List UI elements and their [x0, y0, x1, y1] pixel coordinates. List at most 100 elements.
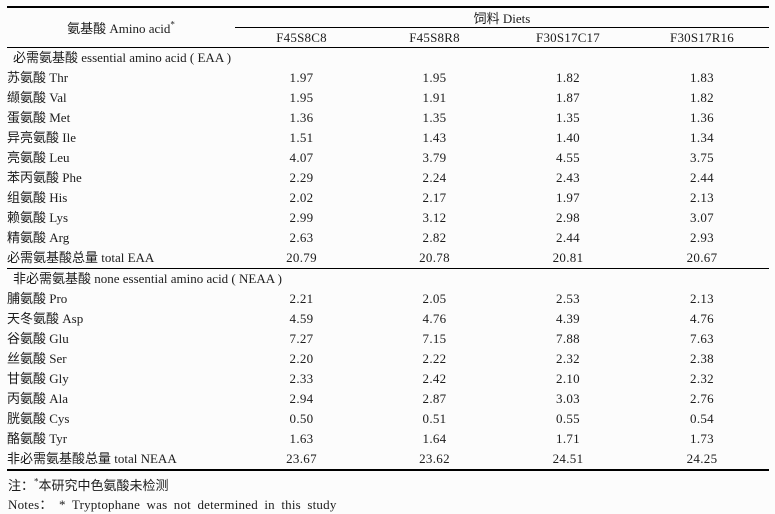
- value-cell: 7.63: [690, 331, 714, 346]
- amino-acid-label: 组氨酸 His: [7, 190, 68, 205]
- amino-acid-label: 酪氨酸 Tyr: [7, 431, 68, 446]
- value-cell: 2.22: [422, 351, 447, 366]
- value-cell: 2.21: [289, 291, 314, 306]
- value-cell: 3.07: [690, 210, 714, 225]
- amino-acid-label: 异亮氨酸 Ile: [7, 130, 76, 145]
- table-row: 组氨酸 His 2.02 2.17 1.97 2.13: [7, 188, 769, 208]
- value-cell: 1.43: [422, 130, 447, 145]
- value-cell: 20.78: [368, 248, 501, 269]
- value-cell: 1.36: [690, 110, 714, 125]
- value-cell: 2.29: [289, 170, 314, 185]
- value-cell: 2.94: [289, 391, 314, 406]
- value-cell: 4.07: [289, 150, 314, 165]
- value-cell: 1.91: [422, 90, 447, 105]
- section-header: 非必需氨基酸 none essential amino acid ( NEAA …: [13, 271, 282, 286]
- value-cell: 1.71: [556, 431, 580, 446]
- table-row: 苯丙氨酸 Phe 2.29 2.24 2.43 2.44: [7, 168, 769, 188]
- table-row: 缬氨酸 Val 1.95 1.91 1.87 1.82: [7, 88, 769, 108]
- table-row: 精氨酸 Arg 2.63 2.82 2.44 2.93: [7, 228, 769, 248]
- notes-block: 注：*本研究中色氨酸未检测 Notes： * Tryptophane was n…: [8, 476, 775, 514]
- amino-acid-label: 苏氨酸 Thr: [7, 70, 69, 85]
- value-cell: 2.17: [422, 190, 447, 205]
- table-row: 亮氨酸 Leu 4.07 3.79 4.55 3.75: [7, 148, 769, 168]
- value-cell: 2.32: [556, 351, 580, 366]
- note-chinese-prefix: 注：: [8, 478, 35, 493]
- value-cell: 2.24: [422, 170, 447, 185]
- asterisk-superscript: *: [170, 19, 175, 30]
- diet-columns-row: F45S8C8 F45S8R8 F30S17C17 F30S17R16: [7, 27, 770, 48]
- amino-acid-label: 苯丙氨酸 Phe: [7, 170, 82, 185]
- table-row: 甘氨酸 Gly 2.33 2.42 2.10 2.32: [7, 369, 769, 389]
- amino-acid-column-header: 氨基酸 Amino acid*: [7, 7, 235, 48]
- value-cell: 2.10: [556, 371, 580, 386]
- table-row: 异亮氨酸 Ile 1.51 1.43 1.40 1.34: [7, 128, 769, 148]
- table-row: 赖氨酸 Lys 2.99 3.12 2.98 3.07: [7, 208, 769, 228]
- value-cell: 1.95: [289, 90, 314, 105]
- table-row: 脯氨酸 Pro 2.21 2.05 2.53 2.13: [7, 289, 769, 309]
- value-cell: 2.33: [289, 371, 314, 386]
- diet-column-header: F45S8C8: [235, 27, 368, 48]
- note-chinese-text: 本研究中色氨酸未检测: [38, 478, 169, 493]
- value-cell: 1.35: [422, 110, 447, 125]
- section-header-row: 非必需氨基酸 none essential amino acid ( NEAA …: [7, 269, 769, 290]
- amino-acid-column-header-text: 氨基酸 Amino acid: [67, 21, 171, 36]
- value-cell: 2.44: [690, 170, 714, 185]
- value-cell: 1.51: [289, 130, 314, 145]
- value-cell: 2.32: [690, 371, 714, 386]
- note-asterisk: *: [34, 476, 39, 487]
- amino-acid-label: 天冬氨酸 Asp: [7, 311, 84, 326]
- value-cell: 23.62: [419, 451, 450, 466]
- value-cell: 1.36: [289, 110, 314, 125]
- value-cell: 1.95: [422, 70, 447, 85]
- table-row: 非必需氨基酸总量 total NEAA 23.67 23.62 24.51 24.25: [7, 449, 769, 470]
- value-cell: 2.05: [422, 291, 447, 306]
- value-cell: 0.54: [690, 411, 714, 426]
- value-cell: 7.88: [556, 331, 580, 346]
- table-row: 丙氨酸 Ala 2.94 2.87 3.03 2.76: [7, 389, 769, 409]
- value-cell: 24.51: [552, 451, 584, 466]
- table-row: 酪氨酸 Tyr 1.63 1.64 1.71 1.73: [7, 429, 769, 449]
- section-header: 必需氨基酸 essential amino acid ( EAA ): [13, 50, 232, 65]
- value-cell: 2.98: [556, 210, 580, 225]
- amino-acid-label: 缬氨酸 Val: [7, 90, 67, 105]
- table-row: 必需氨基酸总量 total EAA 20.79 20.78 20.81 20.67: [7, 248, 770, 269]
- value-cell: 2.76: [690, 391, 714, 406]
- value-cell: 23.67: [286, 451, 317, 466]
- value-cell: 1.64: [422, 431, 447, 446]
- amino-acid-label: 甘氨酸 Gly: [7, 371, 69, 386]
- value-cell: 1.35: [556, 110, 580, 125]
- value-cell: 3.12: [422, 210, 447, 225]
- amino-acid-label: 赖氨酸 Lys: [7, 210, 69, 225]
- value-cell: 2.82: [422, 230, 447, 245]
- value-cell: 7.27: [289, 331, 314, 346]
- amino-acid-label: 精氨酸 Arg: [7, 230, 70, 245]
- value-cell: 4.59: [289, 311, 314, 326]
- table-row: 谷氨酸 Glu 7.27 7.15 7.88 7.63: [7, 329, 769, 349]
- amino-acid-table: 氨基酸 Amino acid* 饲料 Diets F45S8C8 F45S8R8 F…: [7, 6, 770, 471]
- value-cell: 2.44: [556, 230, 580, 245]
- value-cell: 1.63: [289, 431, 314, 446]
- table-row: 苏氨酸 Thr 1.97 1.95 1.82 1.83: [7, 68, 769, 88]
- value-cell: 1.87: [556, 90, 580, 105]
- value-cell: 2.13: [690, 190, 714, 205]
- amino-acid-label: 丝氨酸 Ser: [7, 351, 67, 366]
- note-english: Notes： * Tryptophane was not determined …: [8, 497, 337, 512]
- section-header-row: 必需氨基酸 essential amino acid ( EAA ): [7, 48, 769, 69]
- table-row: 胱氨酸 Cys 0.50 0.51 0.55 0.54: [7, 409, 769, 429]
- value-cell: 1.34: [690, 130, 714, 145]
- value-cell: 2.13: [690, 291, 714, 306]
- amino-acid-label: 胱氨酸 Cys: [7, 411, 70, 426]
- value-cell: 1.97: [556, 190, 580, 205]
- value-cell: 24.25: [686, 451, 718, 466]
- value-cell: 2.63: [289, 230, 314, 245]
- amino-acid-label: 必需氨基酸总量 total EAA: [7, 248, 235, 269]
- amino-acid-label: 亮氨酸 Leu: [7, 150, 70, 165]
- value-cell: 2.93: [690, 230, 714, 245]
- value-cell: 1.82: [690, 90, 714, 105]
- value-cell: 0.55: [556, 411, 580, 426]
- value-cell: 20.79: [235, 248, 368, 269]
- value-cell: 0.50: [289, 411, 314, 426]
- table-row: 丝氨酸 Ser 2.20 2.22 2.32 2.38: [7, 349, 769, 369]
- group-header-row: 氨基酸 Amino acid* 饲料 Diets: [7, 7, 770, 48]
